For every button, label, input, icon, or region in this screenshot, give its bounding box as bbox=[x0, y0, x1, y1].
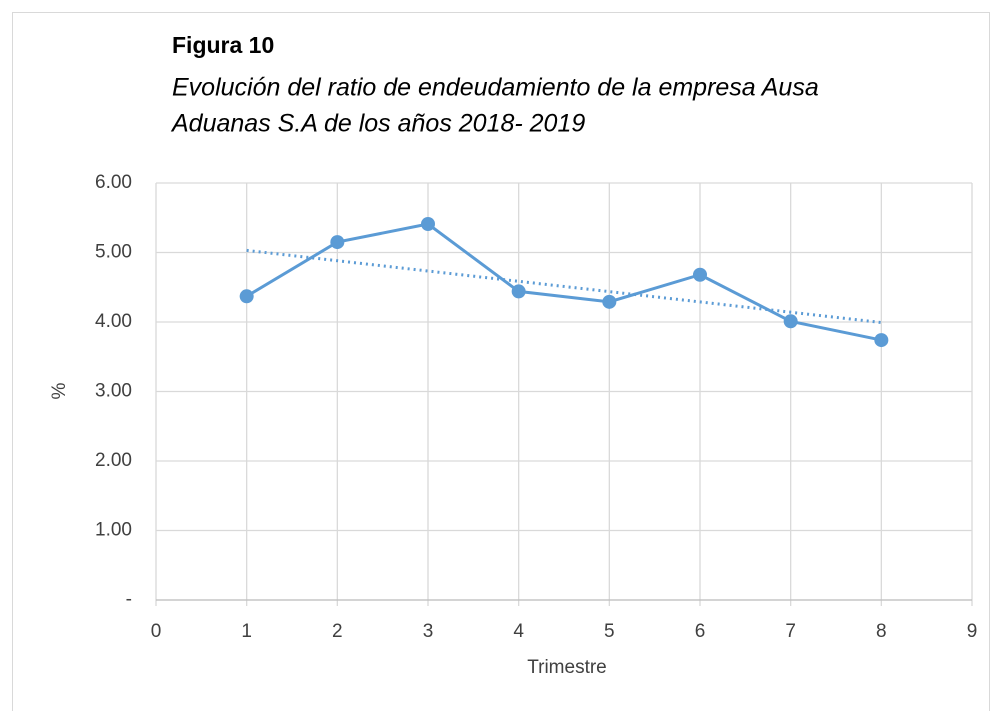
data-point bbox=[693, 267, 707, 282]
data-point bbox=[874, 333, 889, 348]
y-tick-label: 2.00 bbox=[95, 450, 132, 471]
y-tick-label: 5.00 bbox=[95, 242, 132, 263]
trend-line bbox=[246, 248, 882, 325]
x-tick-label: 7 bbox=[785, 621, 796, 642]
x-tick-label: 0 bbox=[151, 621, 162, 642]
series-line bbox=[245, 222, 882, 342]
data-point bbox=[239, 289, 254, 304]
y-tick-label: 1.00 bbox=[95, 520, 132, 541]
x-axis-label: Trimestre bbox=[527, 657, 607, 678]
x-tick-label: 5 bbox=[604, 621, 615, 642]
x-tick-label: 1 bbox=[241, 621, 252, 642]
x-tick-label: 2 bbox=[332, 621, 343, 642]
x-tick-label: 3 bbox=[423, 621, 434, 642]
data-point bbox=[602, 294, 617, 309]
chart-border bbox=[12, 12, 990, 711]
x-tick-label: 9 bbox=[967, 621, 978, 642]
data-point bbox=[330, 235, 345, 250]
data-point bbox=[421, 217, 435, 232]
y-tick-label: - bbox=[126, 589, 132, 610]
y-tick-label: 3.00 bbox=[95, 381, 132, 402]
y-axis-label: % bbox=[49, 382, 70, 399]
x-tick-label: 8 bbox=[876, 621, 887, 642]
chart-title: Figura 10 bbox=[172, 32, 274, 58]
data-point bbox=[511, 284, 526, 299]
x-tick-label: 6 bbox=[695, 621, 706, 642]
y-tick-label: 4.00 bbox=[95, 311, 132, 332]
chart-subtitle: Evolución del ratio de endeudamiento de … bbox=[172, 74, 819, 102]
data-point bbox=[783, 314, 798, 329]
chart-subtitle: Aduanas S.A de los años 2018- 2019 bbox=[170, 110, 585, 138]
y-tick-label: 6.00 bbox=[95, 172, 132, 193]
x-tick-label: 4 bbox=[513, 621, 524, 642]
